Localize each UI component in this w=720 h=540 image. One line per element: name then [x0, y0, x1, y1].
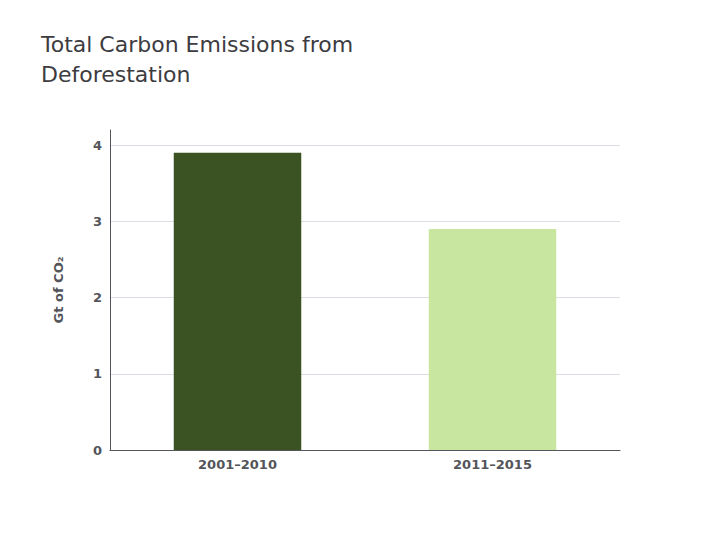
- svg-text:Gt of CO₂: Gt of CO₂: [51, 257, 66, 324]
- svg-text:0: 0: [93, 443, 102, 458]
- svg-text:2011–2015: 2011–2015: [453, 457, 532, 472]
- svg-text:Total Carbon Emissions from: Total Carbon Emissions from: [40, 32, 353, 57]
- svg-text:2001–2010: 2001–2010: [198, 457, 277, 472]
- svg-text:2: 2: [93, 290, 102, 305]
- svg-text:3: 3: [93, 214, 102, 229]
- svg-text:1: 1: [93, 366, 102, 381]
- svg-text:Deforestation: Deforestation: [41, 62, 191, 87]
- svg-text:4: 4: [93, 138, 102, 153]
